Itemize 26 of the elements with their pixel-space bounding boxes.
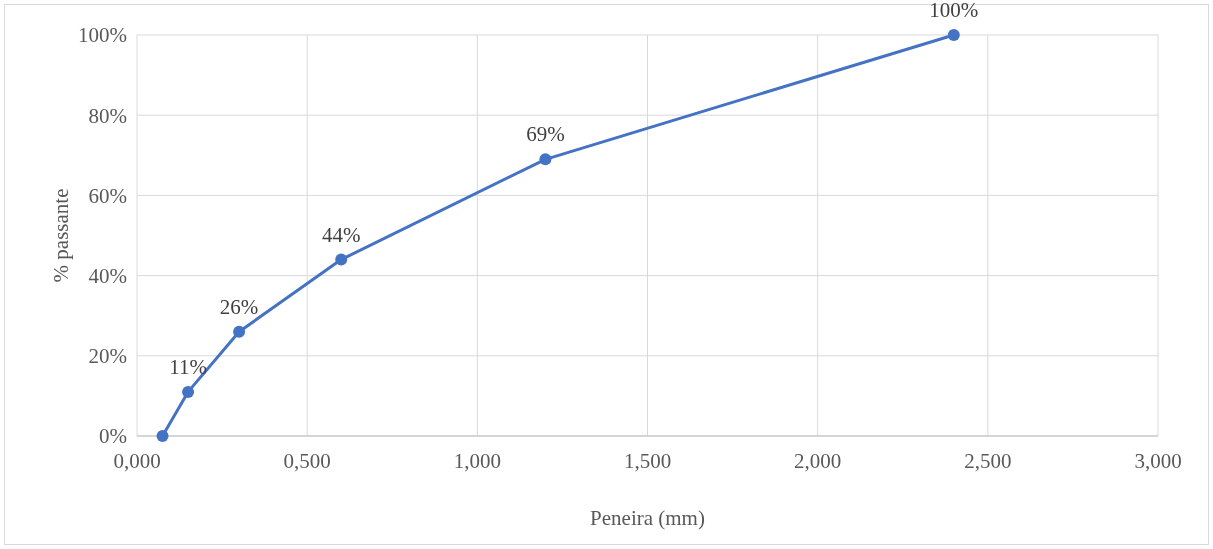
x-tick-label: 1,500 bbox=[623, 449, 672, 473]
point bbox=[156, 430, 169, 442]
point bbox=[539, 153, 552, 166]
data-label: 26% bbox=[219, 294, 259, 319]
point bbox=[182, 385, 195, 398]
data-label: 44% bbox=[321, 222, 361, 247]
y-tick-label: 100% bbox=[78, 23, 127, 48]
point bbox=[233, 325, 246, 338]
y-axis-title: % passante bbox=[49, 188, 73, 283]
x-tick-label: 2,500 bbox=[964, 449, 1012, 473]
x-tick-label: 0,000 bbox=[113, 449, 161, 473]
x-tick-label: 2,000 bbox=[794, 449, 842, 473]
y-tick-label: 40% bbox=[88, 263, 127, 288]
y-tick-label: 80% bbox=[88, 103, 127, 128]
data-label: 100% bbox=[929, 0, 979, 22]
data-label: 11% bbox=[169, 354, 207, 379]
x-tick-label: 1,000 bbox=[453, 449, 501, 473]
point bbox=[947, 29, 960, 41]
y-tick-label: 0% bbox=[99, 424, 127, 449]
x-axis-title: Peneira (mm) bbox=[590, 506, 705, 530]
x-tick-label: 0,500 bbox=[283, 449, 331, 473]
x-tick-label: 3,000 bbox=[1134, 449, 1182, 473]
y-tick-label: 20% bbox=[88, 344, 127, 369]
data-label: 69% bbox=[526, 122, 565, 147]
y-tick-label: 60% bbox=[88, 183, 127, 208]
point bbox=[335, 253, 348, 266]
